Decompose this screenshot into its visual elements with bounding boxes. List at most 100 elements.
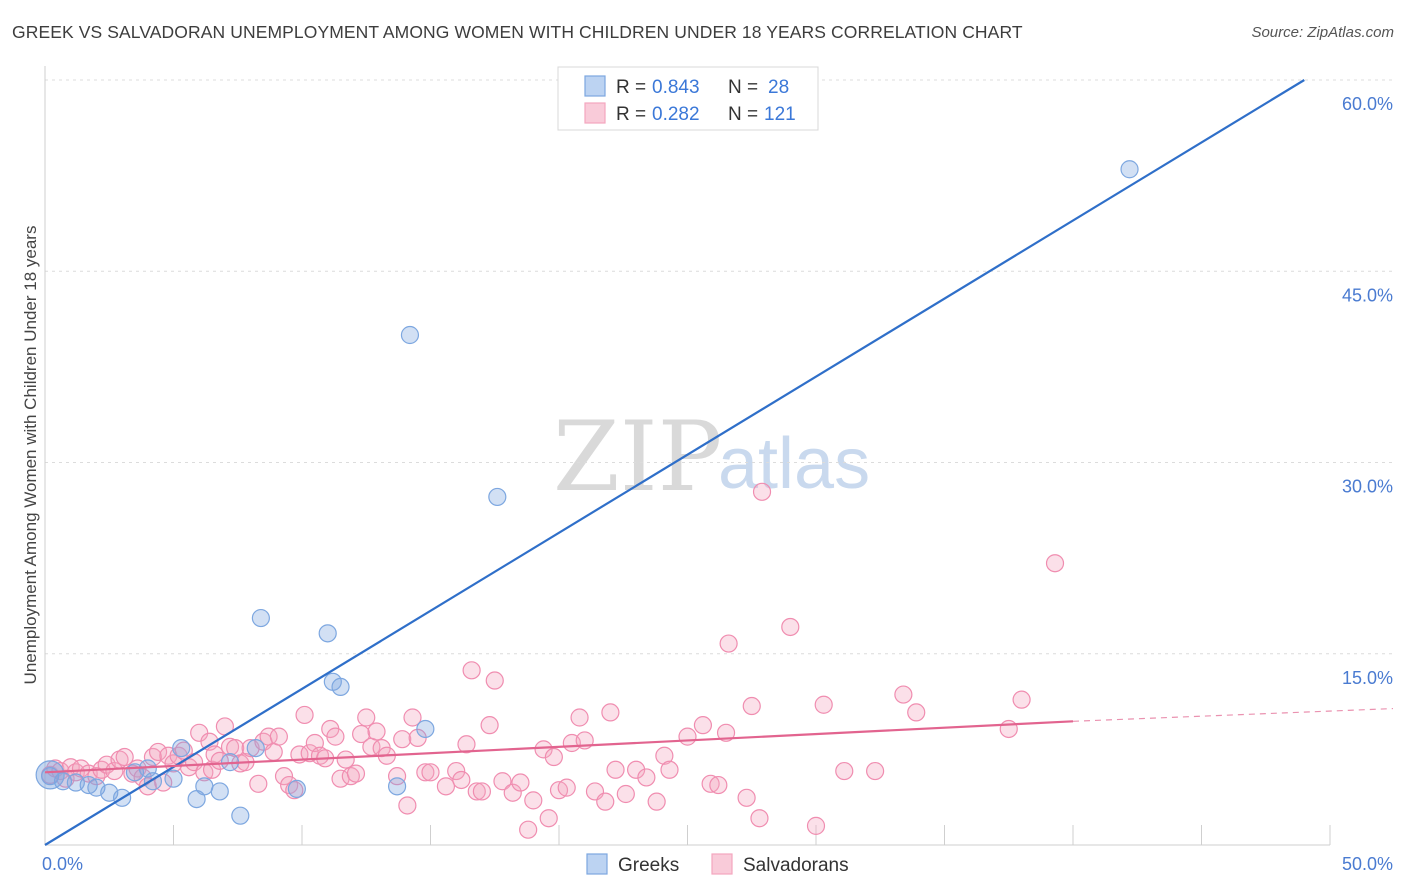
point-salvadorans-78 — [472, 782, 491, 801]
point-salvadorans-100 — [637, 768, 656, 787]
point-salvadorans-24 — [174, 741, 193, 760]
point-salvadorans-77 — [467, 782, 486, 801]
point-salvadorans-48 — [295, 705, 314, 725]
x-tick-label-1: 50.0% — [1342, 854, 1393, 874]
bottom-legend-swatch-salvadorans — [711, 853, 733, 875]
point-salvadorans-27 — [190, 723, 209, 742]
point-salvadorans-18 — [143, 747, 163, 767]
point-salvadorans-42 — [264, 742, 283, 762]
point-greeks-24 — [400, 325, 420, 345]
legend-r-label-greeks: R = — [616, 77, 646, 98]
point-greeks-18 — [251, 608, 270, 628]
point-salvadorans-84 — [519, 820, 538, 839]
point-salvadorans-98 — [616, 784, 635, 804]
point-salvadorans-65 — [387, 767, 407, 786]
point-salvadorans-51 — [310, 746, 330, 765]
point-greeks-20 — [318, 624, 337, 643]
point-salvadorans-123 — [1045, 554, 1065, 573]
watermark: ZIP atlas — [553, 401, 870, 513]
point-salvadorans-110 — [737, 788, 756, 807]
legend-swatch-greeks — [584, 75, 606, 97]
point-salvadorans-117 — [835, 761, 854, 781]
legend-n-value-salvadorans: 121 — [764, 104, 796, 125]
point-salvadorans-60 — [357, 708, 376, 727]
point-salvadorans-74 — [452, 770, 471, 790]
point-salvadorans-70 — [416, 763, 435, 782]
point-salvadorans-120 — [907, 703, 926, 722]
point-greeks-26 — [488, 487, 507, 507]
point-salvadorans-96 — [601, 703, 620, 722]
point-greeks-25 — [416, 719, 435, 739]
point-salvadorans-11 — [105, 761, 124, 781]
point-greeks-22 — [331, 677, 350, 697]
point-greeks-10 — [164, 769, 183, 788]
point-salvadorans-103 — [660, 760, 679, 779]
point-salvadorans-72 — [436, 777, 456, 796]
point-salvadorans-56 — [336, 750, 355, 769]
y-tick-label-2: 45.0% — [1342, 285, 1393, 305]
point-salvadorans-58 — [346, 764, 366, 783]
legend-n-label-greeks: N = — [728, 77, 758, 98]
point-greeks-16 — [231, 806, 250, 825]
point-greeks-19 — [287, 779, 306, 799]
point-salvadorans-80 — [485, 671, 504, 690]
point-salvadorans-112 — [750, 809, 769, 828]
watermark-atlas: atlas — [718, 424, 870, 504]
legend-r-label-salvadorans: R = — [616, 104, 646, 125]
y-axis-label: Unemployment Among Women with Children U… — [21, 226, 40, 685]
point-greeks-17 — [246, 738, 265, 758]
point-salvadorans-17 — [138, 777, 157, 796]
bottom-legend-label-greeks: Greeks — [618, 855, 679, 876]
trend-line-extension-salvadorans — [1072, 707, 1394, 722]
point-salvadorans-95 — [596, 792, 615, 811]
point-salvadorans-118 — [866, 761, 885, 781]
trend-line-salvadorans — [44, 720, 1074, 774]
point-greeks-11 — [172, 738, 191, 758]
point-salvadorans-119 — [894, 685, 913, 704]
point-salvadorans-92 — [570, 708, 589, 727]
point-salvadorans-66 — [393, 730, 412, 749]
point-salvadorans-75 — [457, 735, 476, 754]
legend-r-value-salvadorans: 0.282 — [652, 104, 700, 125]
point-salvadorans-87 — [539, 809, 558, 828]
point-salvadorans-102 — [655, 746, 674, 765]
point-salvadorans-97 — [606, 760, 625, 779]
bottom-legend-label-salvadorans: Salvadorans — [743, 855, 849, 876]
point-salvadorans-107 — [709, 775, 728, 795]
point-salvadorans-114 — [781, 617, 800, 637]
point-salvadorans-19 — [148, 742, 168, 762]
point-salvadorans-59 — [352, 724, 371, 744]
point-salvadorans-121 — [999, 719, 1018, 739]
point-salvadorans-99 — [626, 760, 646, 779]
point-salvadorans-44 — [274, 767, 294, 786]
point-greeks-13 — [195, 777, 214, 796]
bottom-legend: Greeks Salvadorans — [586, 853, 849, 876]
point-greeks-14 — [210, 782, 229, 801]
point-greeks-27 — [1120, 160, 1139, 179]
legend-swatch-salvadorans — [584, 102, 606, 124]
legend-entry-salvadorans: R = 0.282 N = 121 — [584, 102, 796, 125]
point-salvadorans-81 — [493, 772, 512, 791]
point-salvadorans-13 — [115, 747, 134, 767]
point-salvadorans-71 — [421, 763, 440, 782]
legend-entry-greeks: R = 0.843 N = 28 — [584, 75, 789, 98]
point-salvadorans-73 — [447, 761, 466, 781]
point-salvadorans-90 — [557, 778, 576, 797]
point-salvadorans-82 — [503, 783, 522, 802]
point-salvadorans-115 — [806, 816, 826, 835]
point-salvadorans-111 — [742, 696, 761, 716]
point-salvadorans-76 — [462, 661, 481, 680]
watermark-zip: ZIP — [553, 401, 722, 513]
point-salvadorans-113 — [752, 482, 772, 501]
grid-lines — [45, 79, 1395, 655]
point-salvadorans-68 — [403, 708, 422, 727]
point-salvadorans-79 — [480, 716, 499, 735]
point-salvadorans-109 — [719, 634, 738, 653]
y-tick-label-0: 15.0% — [1342, 668, 1393, 688]
point-salvadorans-57 — [341, 767, 360, 786]
source-credit: Source: ZipAtlas.com — [1251, 24, 1394, 41]
chart-title: GREEK VS SALVADORAN UNEMPLOYMENT AMONG W… — [12, 22, 1023, 42]
legend: R = 0.843 N = 28 R = 0.282 N = 121 — [557, 66, 819, 131]
bottom-legend-swatch-greeks — [586, 853, 608, 875]
